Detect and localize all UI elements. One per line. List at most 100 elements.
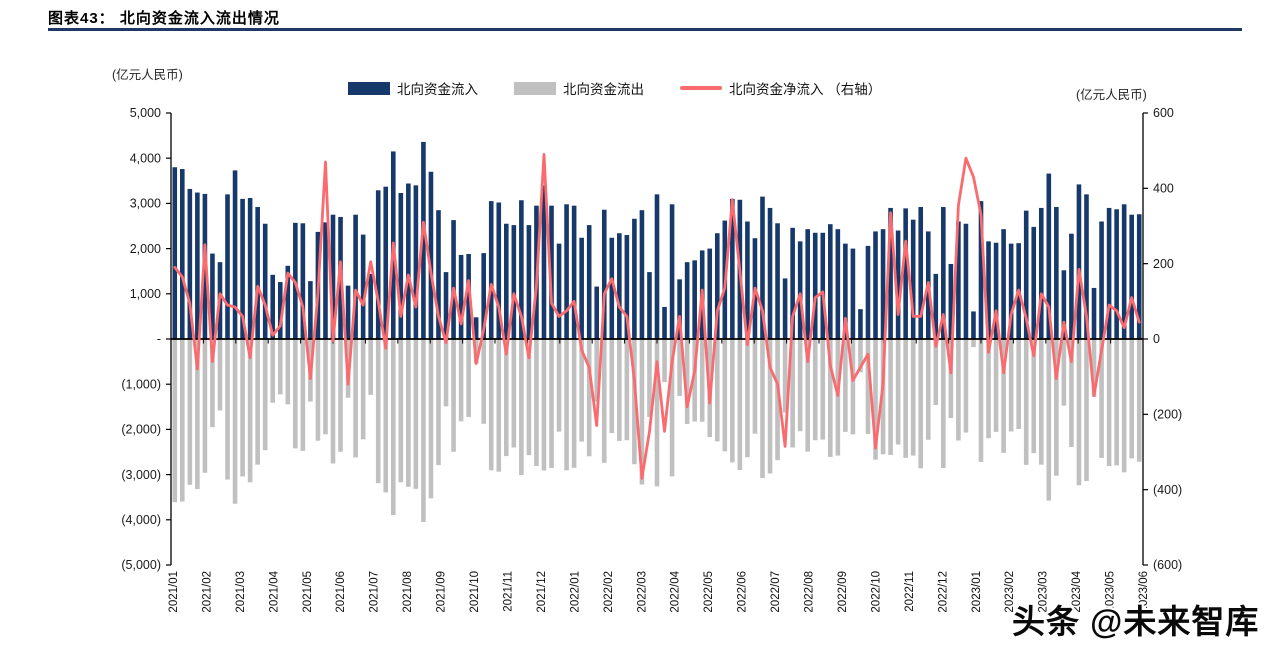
inflow-bar (820, 232, 826, 339)
inflow-bar (1121, 204, 1127, 339)
outflow-bar (699, 339, 705, 422)
x-axis-label: 2023/02 (1004, 571, 1016, 613)
x-axis-label: 2021/02 (201, 571, 213, 613)
inflow-bar (790, 227, 795, 339)
inflow-bar (948, 263, 954, 339)
inflow-bar (647, 272, 652, 339)
inflow-bar (978, 201, 984, 339)
outflow-bar (714, 339, 720, 442)
outflow-bar (564, 339, 569, 471)
outflow-bar (1114, 339, 1119, 466)
inflow-bar (1091, 287, 1097, 339)
inflow-bar (406, 183, 411, 339)
inflow-bar (451, 220, 456, 339)
outflow-bar (654, 339, 660, 487)
outflow-bar (1023, 339, 1029, 465)
inflow-bar (1076, 184, 1082, 339)
inflow-bar (1114, 209, 1119, 339)
legend-item-outflow: 北向资金流出 (514, 78, 644, 98)
inflow-bar (971, 311, 976, 339)
inflow-bar (639, 210, 645, 339)
outflow-bar (1136, 339, 1142, 462)
inflow-bar (473, 317, 479, 339)
outflow-bar (684, 339, 690, 424)
outflow-bar (1054, 339, 1059, 476)
inflow-bar (850, 248, 856, 339)
outflow-bar (1046, 339, 1052, 501)
outflow-bar (888, 339, 893, 455)
left-tick-label: (2,000) (121, 423, 161, 437)
inflow-bar (941, 207, 946, 339)
outflow-bar (330, 339, 336, 464)
inflow-bar (858, 309, 863, 339)
outflow-bar (594, 339, 600, 402)
inflow-bar (330, 214, 336, 339)
outflow-bar (722, 339, 728, 452)
inflow-bar (277, 282, 283, 339)
outflow-bar (262, 339, 268, 451)
inflow-bar (1061, 270, 1067, 339)
x-axis-label: 2021/08 (402, 571, 414, 613)
inflow-bar (828, 224, 833, 339)
legend-label-outflow: 北向资金流出 (563, 82, 644, 97)
left-tick-label: (4,000) (121, 513, 161, 527)
outflow-bar (443, 339, 449, 407)
outflow-bar (360, 339, 366, 440)
outflow-bar (767, 339, 773, 474)
outflow-bar (534, 339, 539, 467)
outflow-bar (1076, 339, 1082, 486)
inflow-bar (609, 237, 615, 339)
x-axis-label: 2022/02 (603, 571, 615, 613)
outflow-bar (873, 339, 878, 460)
inflow-bar (571, 205, 577, 339)
x-axis-label: 2022/07 (770, 571, 782, 613)
outflow-bar (1084, 339, 1089, 481)
outflow-bar (1091, 339, 1097, 397)
outflow-bar (210, 339, 215, 428)
x-axis-label: 2023/01 (971, 571, 983, 613)
outflow-bar (195, 339, 200, 490)
inflow-bar (541, 185, 547, 339)
outflow-bar (1106, 339, 1112, 467)
x-axis-label: 2022/08 (804, 571, 816, 613)
outflow-bar (293, 339, 298, 449)
outflow-bar (511, 339, 517, 448)
x-axis-label: 2022/06 (737, 571, 749, 613)
inflow-bar (413, 185, 419, 339)
inflow-bar (760, 196, 765, 339)
inflow-bar (624, 235, 630, 339)
outflow-bar (782, 339, 788, 413)
inflow-bar (1106, 207, 1112, 339)
outflow-bar (481, 339, 486, 424)
outflow-bar (790, 339, 795, 448)
x-axis-label: 2021/01 (168, 571, 180, 613)
outflow-bar (903, 339, 908, 458)
inflow-bar (1136, 214, 1142, 339)
outflow-bar (428, 339, 434, 499)
inflow-bar (375, 190, 381, 339)
outflow-bar (895, 339, 901, 445)
inflow-bar (526, 225, 532, 339)
right-tick-label: (400) (1153, 483, 1182, 497)
outflow-bar (828, 339, 833, 457)
x-axis-label: 2021/10 (469, 571, 481, 613)
left-axis-unit-label: (亿元人民币) (112, 68, 183, 82)
outflow-bar (421, 339, 426, 523)
inflow-bar (345, 285, 351, 339)
left-tick-label: 4,000 (130, 151, 161, 165)
outflow-bar (1129, 339, 1134, 459)
inflow-bar (511, 225, 517, 339)
x-axis-label: 2021/05 (302, 571, 314, 613)
x-axis-label: 2022/11 (904, 571, 916, 612)
inflow-bar (918, 207, 924, 339)
outflow-bar (1069, 339, 1074, 448)
outflow-bar (255, 339, 260, 465)
x-axis-label: 2021/07 (369, 571, 381, 613)
inflow-bar (993, 242, 999, 339)
outflow-bar (993, 339, 999, 432)
outflow-bar (850, 339, 856, 435)
outflow-bar (277, 339, 283, 395)
outflow-bar (1031, 339, 1037, 454)
outflow-bar (812, 339, 818, 441)
outflow-bar (1121, 339, 1127, 473)
